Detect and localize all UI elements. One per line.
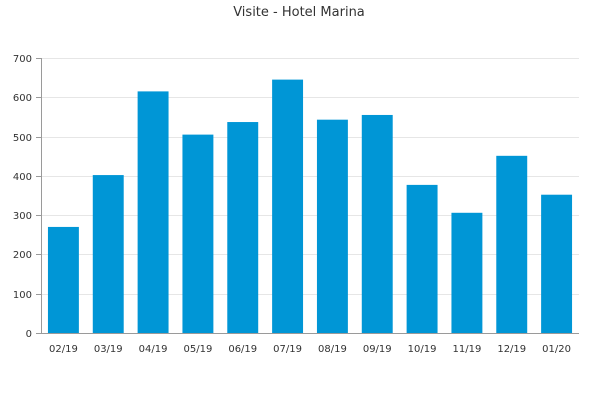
bar-05-19[interactable] (182, 134, 214, 333)
bar-01-20[interactable] (541, 194, 573, 333)
x-tick-label: 04/19 (139, 344, 168, 355)
chart-title: Visite - Hotel Marina (233, 5, 365, 20)
bar-02-19[interactable] (47, 226, 79, 333)
y-tick-label: 600 (13, 93, 32, 104)
x-tick-label: 08/19 (318, 344, 347, 355)
axes (36, 58, 579, 334)
bar-07-19[interactable] (272, 79, 304, 333)
x-tick-label: 06/19 (228, 344, 257, 355)
x-tick-label: 02/19 (49, 344, 78, 355)
bar-04-19[interactable] (137, 91, 169, 333)
x-tick-label: 05/19 (184, 344, 213, 355)
x-tick-label: 07/19 (273, 344, 302, 355)
bar-12-19[interactable] (496, 155, 528, 333)
bar-09-19[interactable] (361, 114, 393, 334)
x-tick-label: 12/19 (497, 344, 526, 355)
x-tick-label: 09/19 (363, 344, 392, 355)
x-tick-label: 03/19 (94, 344, 123, 355)
gridlines (41, 58, 579, 295)
bar-10-19[interactable] (406, 184, 438, 333)
y-tick-labels: 0 100 200 300 400 500 600 700 (13, 54, 32, 340)
y-tick-label: 100 (13, 290, 32, 301)
bar-03-19[interactable] (92, 175, 124, 333)
y-tick-label: 300 (13, 211, 32, 222)
x-tick-label: 01/20 (542, 344, 571, 355)
bars (47, 79, 573, 334)
x-tick-labels: 02/19 03/19 04/19 05/19 06/19 07/19 08/19 09/19… (49, 344, 571, 355)
bar-06-19[interactable] (227, 122, 259, 333)
y-tick-label: 500 (13, 133, 32, 144)
x-tick-label: 11/19 (453, 344, 482, 355)
x-tick-label: 10/19 (408, 344, 437, 355)
bar-08-19[interactable] (316, 119, 348, 334)
y-tick-label: 0 (26, 329, 32, 340)
y-tick-label: 400 (13, 172, 32, 183)
y-tick-label: 200 (13, 250, 32, 261)
bar-11-19[interactable] (451, 212, 483, 333)
y-tick-label: 700 (13, 54, 32, 65)
